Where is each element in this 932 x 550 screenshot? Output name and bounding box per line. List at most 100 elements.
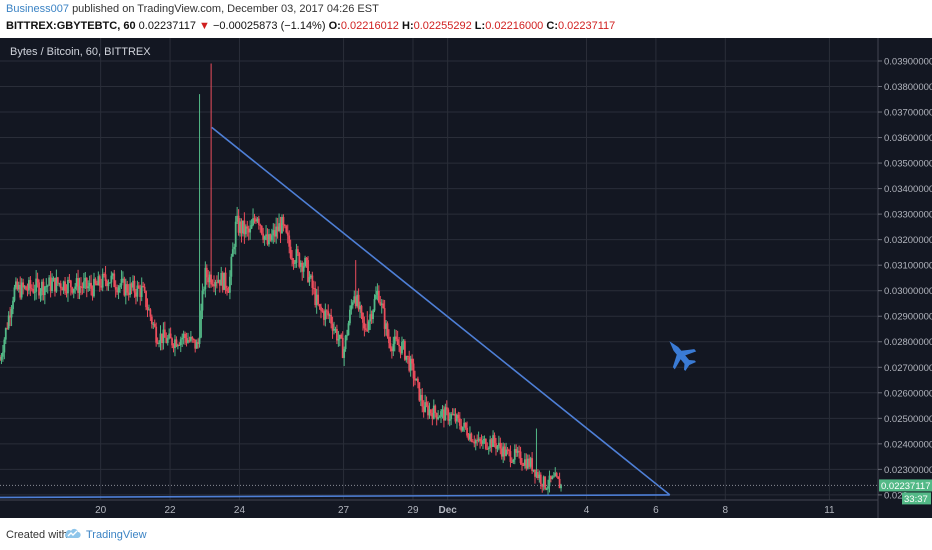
candle-down (42, 281, 45, 296)
x-tick-label: 29 (407, 505, 419, 516)
candle-down (503, 446, 506, 456)
candle-down (161, 333, 163, 344)
candle-down (153, 323, 156, 327)
candle-down (213, 284, 215, 287)
footer: Created with TradingView (0, 518, 932, 550)
candle-down (205, 267, 208, 278)
candle-down (247, 228, 250, 233)
candle-down (269, 234, 272, 241)
candle-down (191, 336, 194, 339)
candle-down (298, 253, 301, 267)
y-tick-label: 0.03500000 (884, 159, 932, 170)
candle-down (445, 407, 448, 410)
high-label: H: (402, 20, 414, 32)
candle-down (282, 217, 285, 225)
candle-down (454, 414, 457, 422)
candle-down (296, 249, 299, 254)
x-tick-label: 22 (164, 505, 176, 516)
candle-down (68, 279, 71, 281)
candle-up (315, 294, 318, 306)
candle-up (181, 337, 184, 340)
candle-down (165, 337, 168, 343)
candle-up (299, 262, 302, 267)
trendlines (0, 126, 878, 499)
symbol-label: BITTREX:GBYTEBTC, 60 (6, 20, 136, 32)
candle-down (194, 339, 197, 349)
candle-up (204, 267, 207, 290)
candle-up (217, 279, 220, 283)
candle-down (534, 469, 536, 477)
candle-down (64, 281, 66, 292)
candle-up (41, 281, 43, 292)
candle-down (408, 356, 411, 371)
candle-down (227, 291, 230, 293)
candle-down (476, 440, 479, 442)
candle-down (192, 338, 195, 340)
candle-up (189, 336, 192, 341)
candle-up (353, 296, 356, 303)
candle-down (169, 333, 172, 339)
candle-up (229, 276, 231, 293)
candle-down (32, 288, 35, 293)
candle-down (457, 414, 460, 419)
candlestick-chart[interactable]: 0.03900000 0.03800000 0.03700000 0.03600000… (0, 38, 932, 518)
candle-down (493, 435, 496, 444)
candle-down (90, 282, 92, 289)
y-tick-label: 0.03300000 (884, 210, 932, 221)
candle-down (163, 329, 166, 338)
candle-up (17, 284, 20, 290)
candle-down (65, 291, 68, 294)
candle-down (421, 394, 424, 407)
candle-down (379, 302, 382, 306)
candle-down (142, 285, 145, 287)
x-tick-label: Dec (438, 505, 457, 516)
candle-down (246, 226, 249, 229)
candle-up (129, 283, 132, 295)
candle-down (292, 260, 295, 264)
candle-down (311, 275, 314, 288)
candle-up (496, 445, 499, 449)
candle-up (278, 223, 280, 232)
candle-down (22, 282, 25, 288)
candle-up (87, 286, 90, 289)
candle-down (406, 355, 409, 357)
candle-down (69, 280, 72, 288)
candle-up (535, 472, 538, 477)
candle-up (187, 340, 189, 343)
tradingview-link[interactable]: TradingView (86, 529, 147, 541)
author-link[interactable]: Business007 (6, 3, 69, 15)
candle-down (61, 288, 64, 291)
candle-up (158, 342, 160, 344)
candle-down (114, 286, 117, 290)
candle-down (178, 345, 181, 347)
candle-up (444, 407, 447, 421)
candle-down (403, 341, 406, 360)
candle-up (469, 433, 471, 440)
candle-down (104, 274, 107, 281)
candle-down (330, 315, 333, 324)
candle-up (214, 282, 217, 287)
candle-up (401, 342, 403, 354)
candle-down (495, 443, 497, 449)
candle-up (162, 329, 165, 344)
candle-up (343, 349, 346, 358)
candle-up (159, 333, 162, 343)
low-label: L: (474, 20, 486, 32)
candle-down (224, 272, 227, 289)
candle-down (283, 224, 286, 227)
chart-area[interactable]: 0.03900000 0.03800000 0.03700000 0.03600000… (0, 38, 932, 518)
candle-up (338, 334, 341, 340)
candle-up (281, 217, 283, 234)
candle-down (240, 221, 243, 234)
y-tick-label: 0.02800000 (884, 337, 932, 348)
candle-up (55, 277, 58, 292)
candle-down (395, 336, 398, 340)
candle-up (52, 277, 55, 282)
candle-up (101, 273, 104, 288)
candle-down (54, 277, 56, 292)
candle-down (150, 316, 153, 324)
candle-up (308, 277, 311, 282)
price-change: −0.00025873 (−1.14%) (212, 20, 326, 32)
candle-down (360, 305, 363, 313)
candle-up (482, 440, 484, 444)
